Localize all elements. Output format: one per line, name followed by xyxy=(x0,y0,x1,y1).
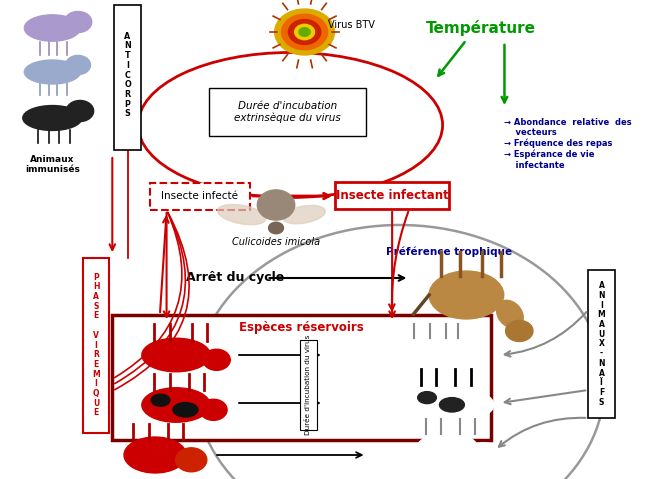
Circle shape xyxy=(506,320,533,342)
FancyBboxPatch shape xyxy=(209,88,366,136)
Circle shape xyxy=(299,28,310,36)
Ellipse shape xyxy=(24,60,80,84)
Circle shape xyxy=(455,345,480,365)
Circle shape xyxy=(176,448,207,472)
Circle shape xyxy=(294,24,315,40)
Ellipse shape xyxy=(173,403,198,417)
Circle shape xyxy=(288,20,320,45)
Text: Insecte infectant: Insecte infectant xyxy=(336,189,449,202)
Text: Culicoides imicola: Culicoides imicola xyxy=(232,237,320,247)
Ellipse shape xyxy=(283,205,325,224)
Circle shape xyxy=(269,222,283,234)
Text: Espèces réservoirs: Espèces réservoirs xyxy=(239,321,364,334)
Ellipse shape xyxy=(439,398,464,412)
Ellipse shape xyxy=(496,300,523,328)
Circle shape xyxy=(199,399,227,421)
Text: Température: Température xyxy=(426,20,536,36)
Text: Virus BTV: Virus BTV xyxy=(328,20,375,30)
Bar xyxy=(112,315,491,440)
Text: Durée d'incubation du virus: Durée d'incubation du virus xyxy=(305,335,311,435)
Ellipse shape xyxy=(416,432,479,468)
FancyBboxPatch shape xyxy=(83,258,109,433)
Text: A
N
T
I
C
O
R
P
S: A N T I C O R P S xyxy=(124,32,131,118)
Text: Animaux
immunisés: Animaux immunisés xyxy=(25,155,80,174)
Ellipse shape xyxy=(405,336,461,365)
Text: Préférence trophique: Préférence trophique xyxy=(386,247,512,257)
Ellipse shape xyxy=(429,271,504,319)
FancyBboxPatch shape xyxy=(114,5,141,150)
Ellipse shape xyxy=(24,15,80,41)
FancyBboxPatch shape xyxy=(150,183,250,210)
Text: A
N
I
M
A
U
X
-
N
A
Ï
F
S: A N I M A U X - N A Ï F S xyxy=(598,281,606,407)
Text: Arrêt du cycle: Arrêt du cycle xyxy=(186,272,284,285)
Text: P
H
A
S
E
 
V
I
R
E
M
I
Q
U
E: P H A S E V I R E M I Q U E xyxy=(92,273,100,417)
Ellipse shape xyxy=(418,392,436,404)
Text: Insecte infecté: Insecte infecté xyxy=(162,191,238,201)
Ellipse shape xyxy=(124,437,186,473)
Text: → Abondance  relative  des
    vecteurs
→ Fréquence des repas
→ Espérance de vie: → Abondance relative des vecteurs → Fréq… xyxy=(504,118,632,170)
Circle shape xyxy=(65,56,90,75)
FancyBboxPatch shape xyxy=(300,340,317,430)
Circle shape xyxy=(203,349,230,370)
Ellipse shape xyxy=(142,388,211,422)
Circle shape xyxy=(66,101,94,122)
Ellipse shape xyxy=(23,105,82,130)
Circle shape xyxy=(468,443,499,467)
Ellipse shape xyxy=(257,190,295,220)
Ellipse shape xyxy=(142,338,211,372)
Circle shape xyxy=(275,9,334,55)
Circle shape xyxy=(281,14,328,50)
Ellipse shape xyxy=(408,383,477,417)
FancyBboxPatch shape xyxy=(335,182,449,209)
FancyBboxPatch shape xyxy=(588,270,615,418)
Circle shape xyxy=(466,394,494,415)
Ellipse shape xyxy=(151,394,170,406)
Ellipse shape xyxy=(218,205,266,225)
Circle shape xyxy=(64,11,92,33)
Text: Durée d'incubation
extrinsèque du virus: Durée d'incubation extrinsèque du virus xyxy=(234,101,341,123)
